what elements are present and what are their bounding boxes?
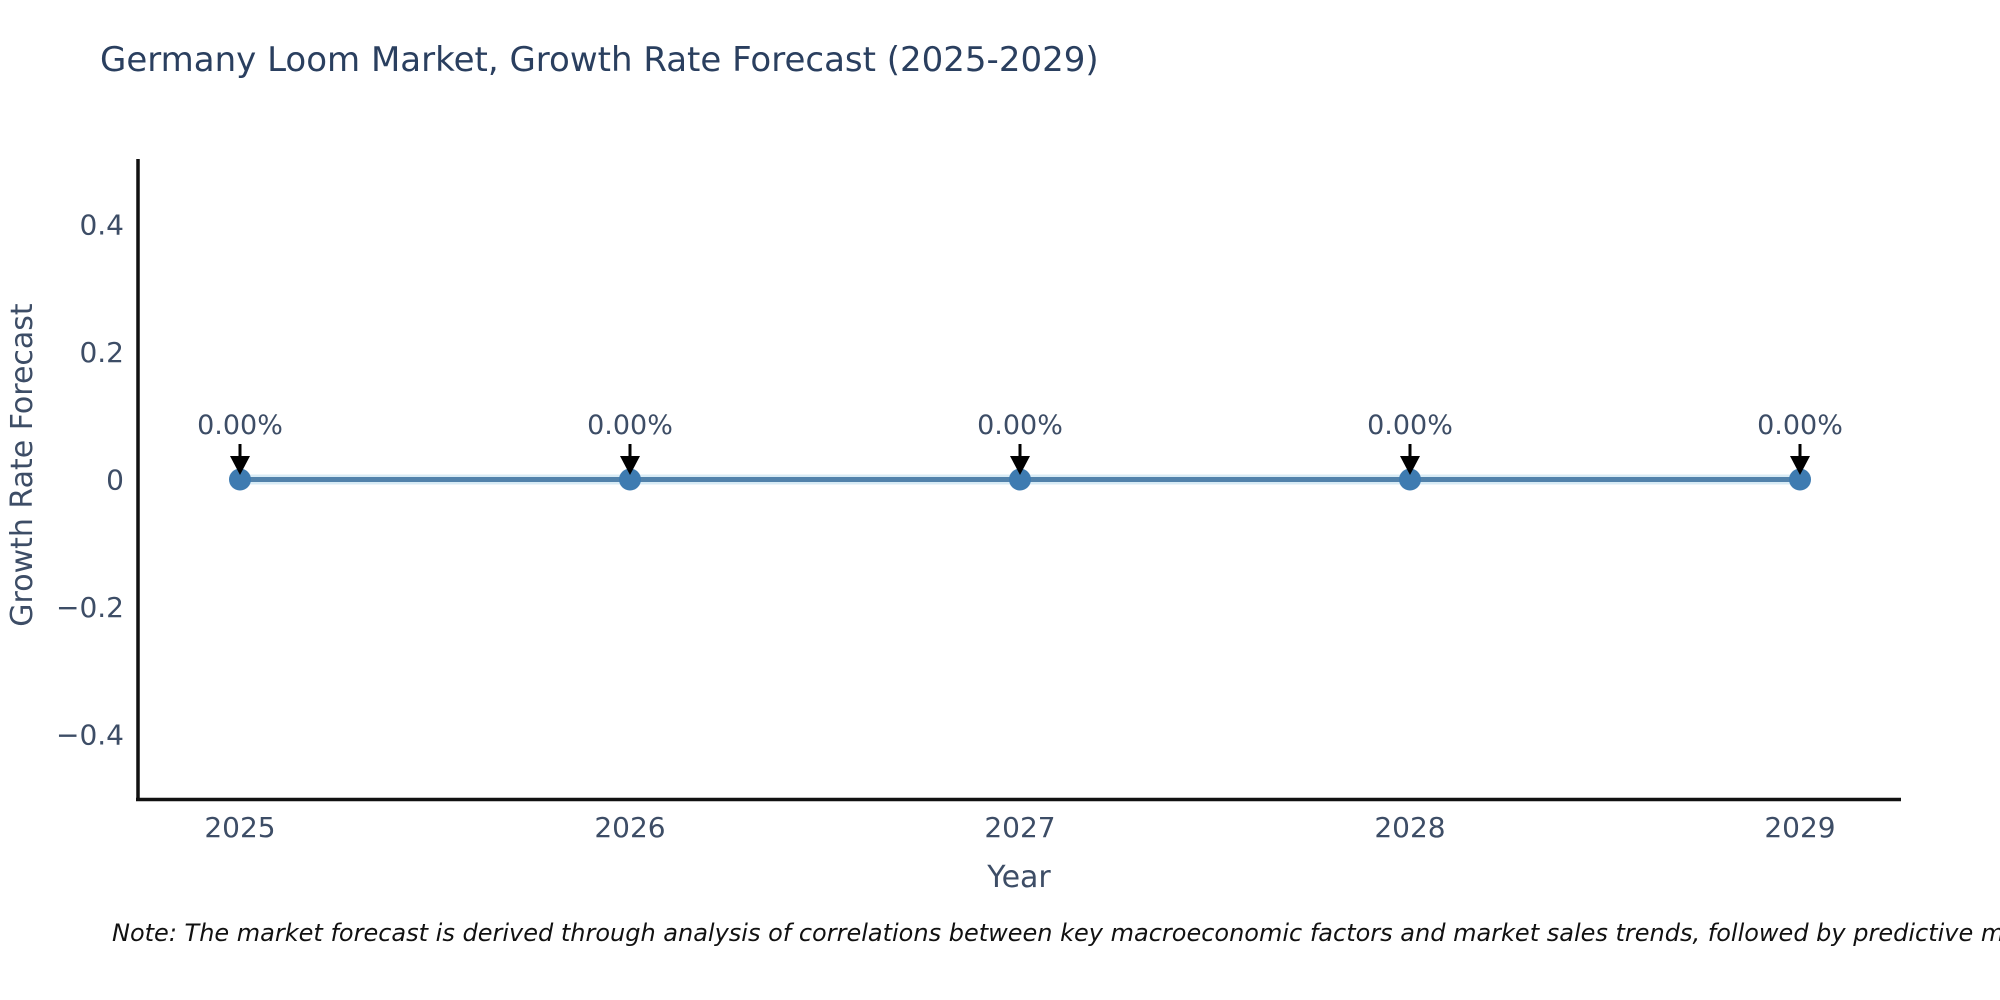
y-tick-label: 0.4 (79, 209, 124, 242)
chart-note: Note: The market forecast is derived thr… (112, 919, 2000, 947)
x-axis-ticks: 2025 2026 2027 2028 2029 (204, 811, 1835, 844)
point-value-label: 0.00% (977, 410, 1063, 441)
annotation-arrow-head (1790, 456, 1810, 475)
data-point-marker (619, 468, 641, 491)
annotation-arrow-head (1010, 456, 1030, 475)
x-tick-label: 2029 (1764, 811, 1835, 844)
series-layer (229, 468, 1811, 491)
y-tick-label: 0 (106, 464, 124, 497)
x-tick-label: 2026 (594, 811, 665, 844)
x-tick-label: 2028 (1374, 811, 1445, 844)
data-point-marker (1399, 468, 1421, 491)
y-tick-label: −0.4 (56, 719, 124, 752)
chart-title: Germany Loom Market, Growth Rate Forecas… (100, 40, 1099, 80)
x-tick-label: 2025 (204, 811, 275, 844)
x-tick-label: 2027 (984, 811, 1055, 844)
annotation-arrow-head (620, 456, 640, 475)
y-tick-label: −0.2 (56, 591, 124, 624)
annotation-arrow-head (1400, 456, 1420, 475)
point-value-label: 0.00% (1757, 410, 1843, 441)
data-point-marker (1789, 468, 1811, 491)
annotation-arrow-head (230, 456, 250, 475)
annotation-layer: 0.00% 0.00% 0.00% 0.00% 0.00% (197, 410, 1843, 475)
point-value-label: 0.00% (197, 410, 283, 441)
y-tick-label: 0.2 (79, 336, 124, 369)
x-axis-title: Year (986, 860, 1051, 895)
point-value-label: 0.00% (1367, 410, 1453, 441)
data-point-marker (1009, 468, 1031, 491)
y-axis-title: Growth Rate Forecast (5, 303, 40, 627)
data-point-marker (229, 468, 251, 491)
point-value-label: 0.00% (587, 410, 673, 441)
y-axis-ticks: 0.4 0.2 0 −0.2 −0.4 (56, 209, 124, 752)
